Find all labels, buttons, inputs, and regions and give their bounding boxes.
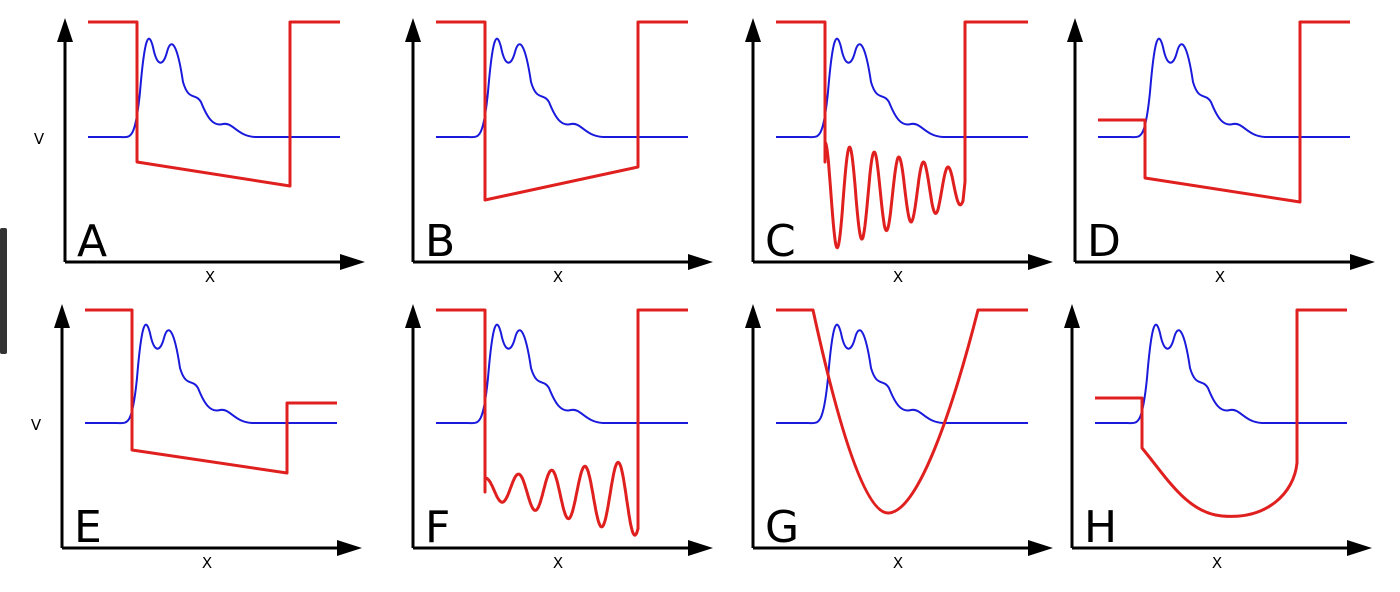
y-arrow — [57, 18, 73, 42]
panel: FX — [405, 304, 713, 572]
panel: DX — [1067, 18, 1375, 286]
blue-curve — [88, 37, 340, 139]
panel: BX — [405, 18, 713, 286]
x-label: X — [202, 554, 212, 572]
y-label: V — [34, 130, 45, 148]
panel-letter: H — [1084, 502, 1117, 553]
panel: CX — [745, 18, 1053, 286]
y-arrow — [1064, 304, 1080, 328]
x-label: X — [1212, 554, 1222, 572]
blue-curve — [85, 323, 337, 425]
x-label: X — [553, 268, 563, 286]
y-arrow — [405, 18, 421, 42]
panel: A X V — [34, 18, 365, 286]
x-arrow — [688, 254, 713, 270]
panel-letter: A — [77, 216, 107, 267]
blue-curve — [1095, 323, 1347, 425]
red-curve — [436, 308, 688, 537]
blue-curve — [436, 37, 688, 139]
x-label: X — [553, 554, 563, 572]
panel-letter: C — [765, 216, 796, 267]
blue-curve — [1098, 37, 1350, 139]
y-arrow — [405, 304, 421, 328]
x-arrow — [1347, 540, 1372, 556]
panel: HX — [1064, 304, 1372, 572]
blue-curve — [776, 37, 1028, 139]
panel: GX — [745, 304, 1053, 572]
x-arrow — [337, 540, 362, 556]
x-label: X — [893, 268, 903, 286]
x-arrow — [1350, 254, 1375, 270]
y-arrow — [745, 304, 761, 328]
panel-letter: D — [1087, 216, 1121, 267]
x-arrow — [1028, 254, 1053, 270]
red-curve — [88, 20, 340, 188]
edge-artifact — [0, 228, 7, 354]
red-curve — [1098, 20, 1350, 204]
red-curve — [776, 308, 1028, 515]
y-arrow — [745, 18, 761, 42]
x-label: X — [893, 554, 903, 572]
blue-curve — [436, 323, 688, 425]
x-arrow — [688, 540, 713, 556]
panel-letter: F — [425, 502, 450, 553]
x-label: X — [1215, 268, 1225, 286]
panel-letter: B — [425, 216, 455, 267]
panel-letter: G — [765, 502, 799, 553]
red-curve — [776, 20, 1028, 250]
red-curve — [85, 308, 337, 475]
red-curve — [436, 20, 688, 202]
panel: E X V — [31, 304, 362, 572]
y-label: V — [31, 416, 42, 434]
y-arrow — [54, 304, 70, 328]
red-curve — [1095, 308, 1347, 518]
y-arrow — [1067, 18, 1083, 42]
x-label: X — [205, 268, 215, 286]
x-arrow — [1028, 540, 1053, 556]
x-arrow — [340, 254, 365, 270]
panel-letter: E — [74, 502, 102, 553]
